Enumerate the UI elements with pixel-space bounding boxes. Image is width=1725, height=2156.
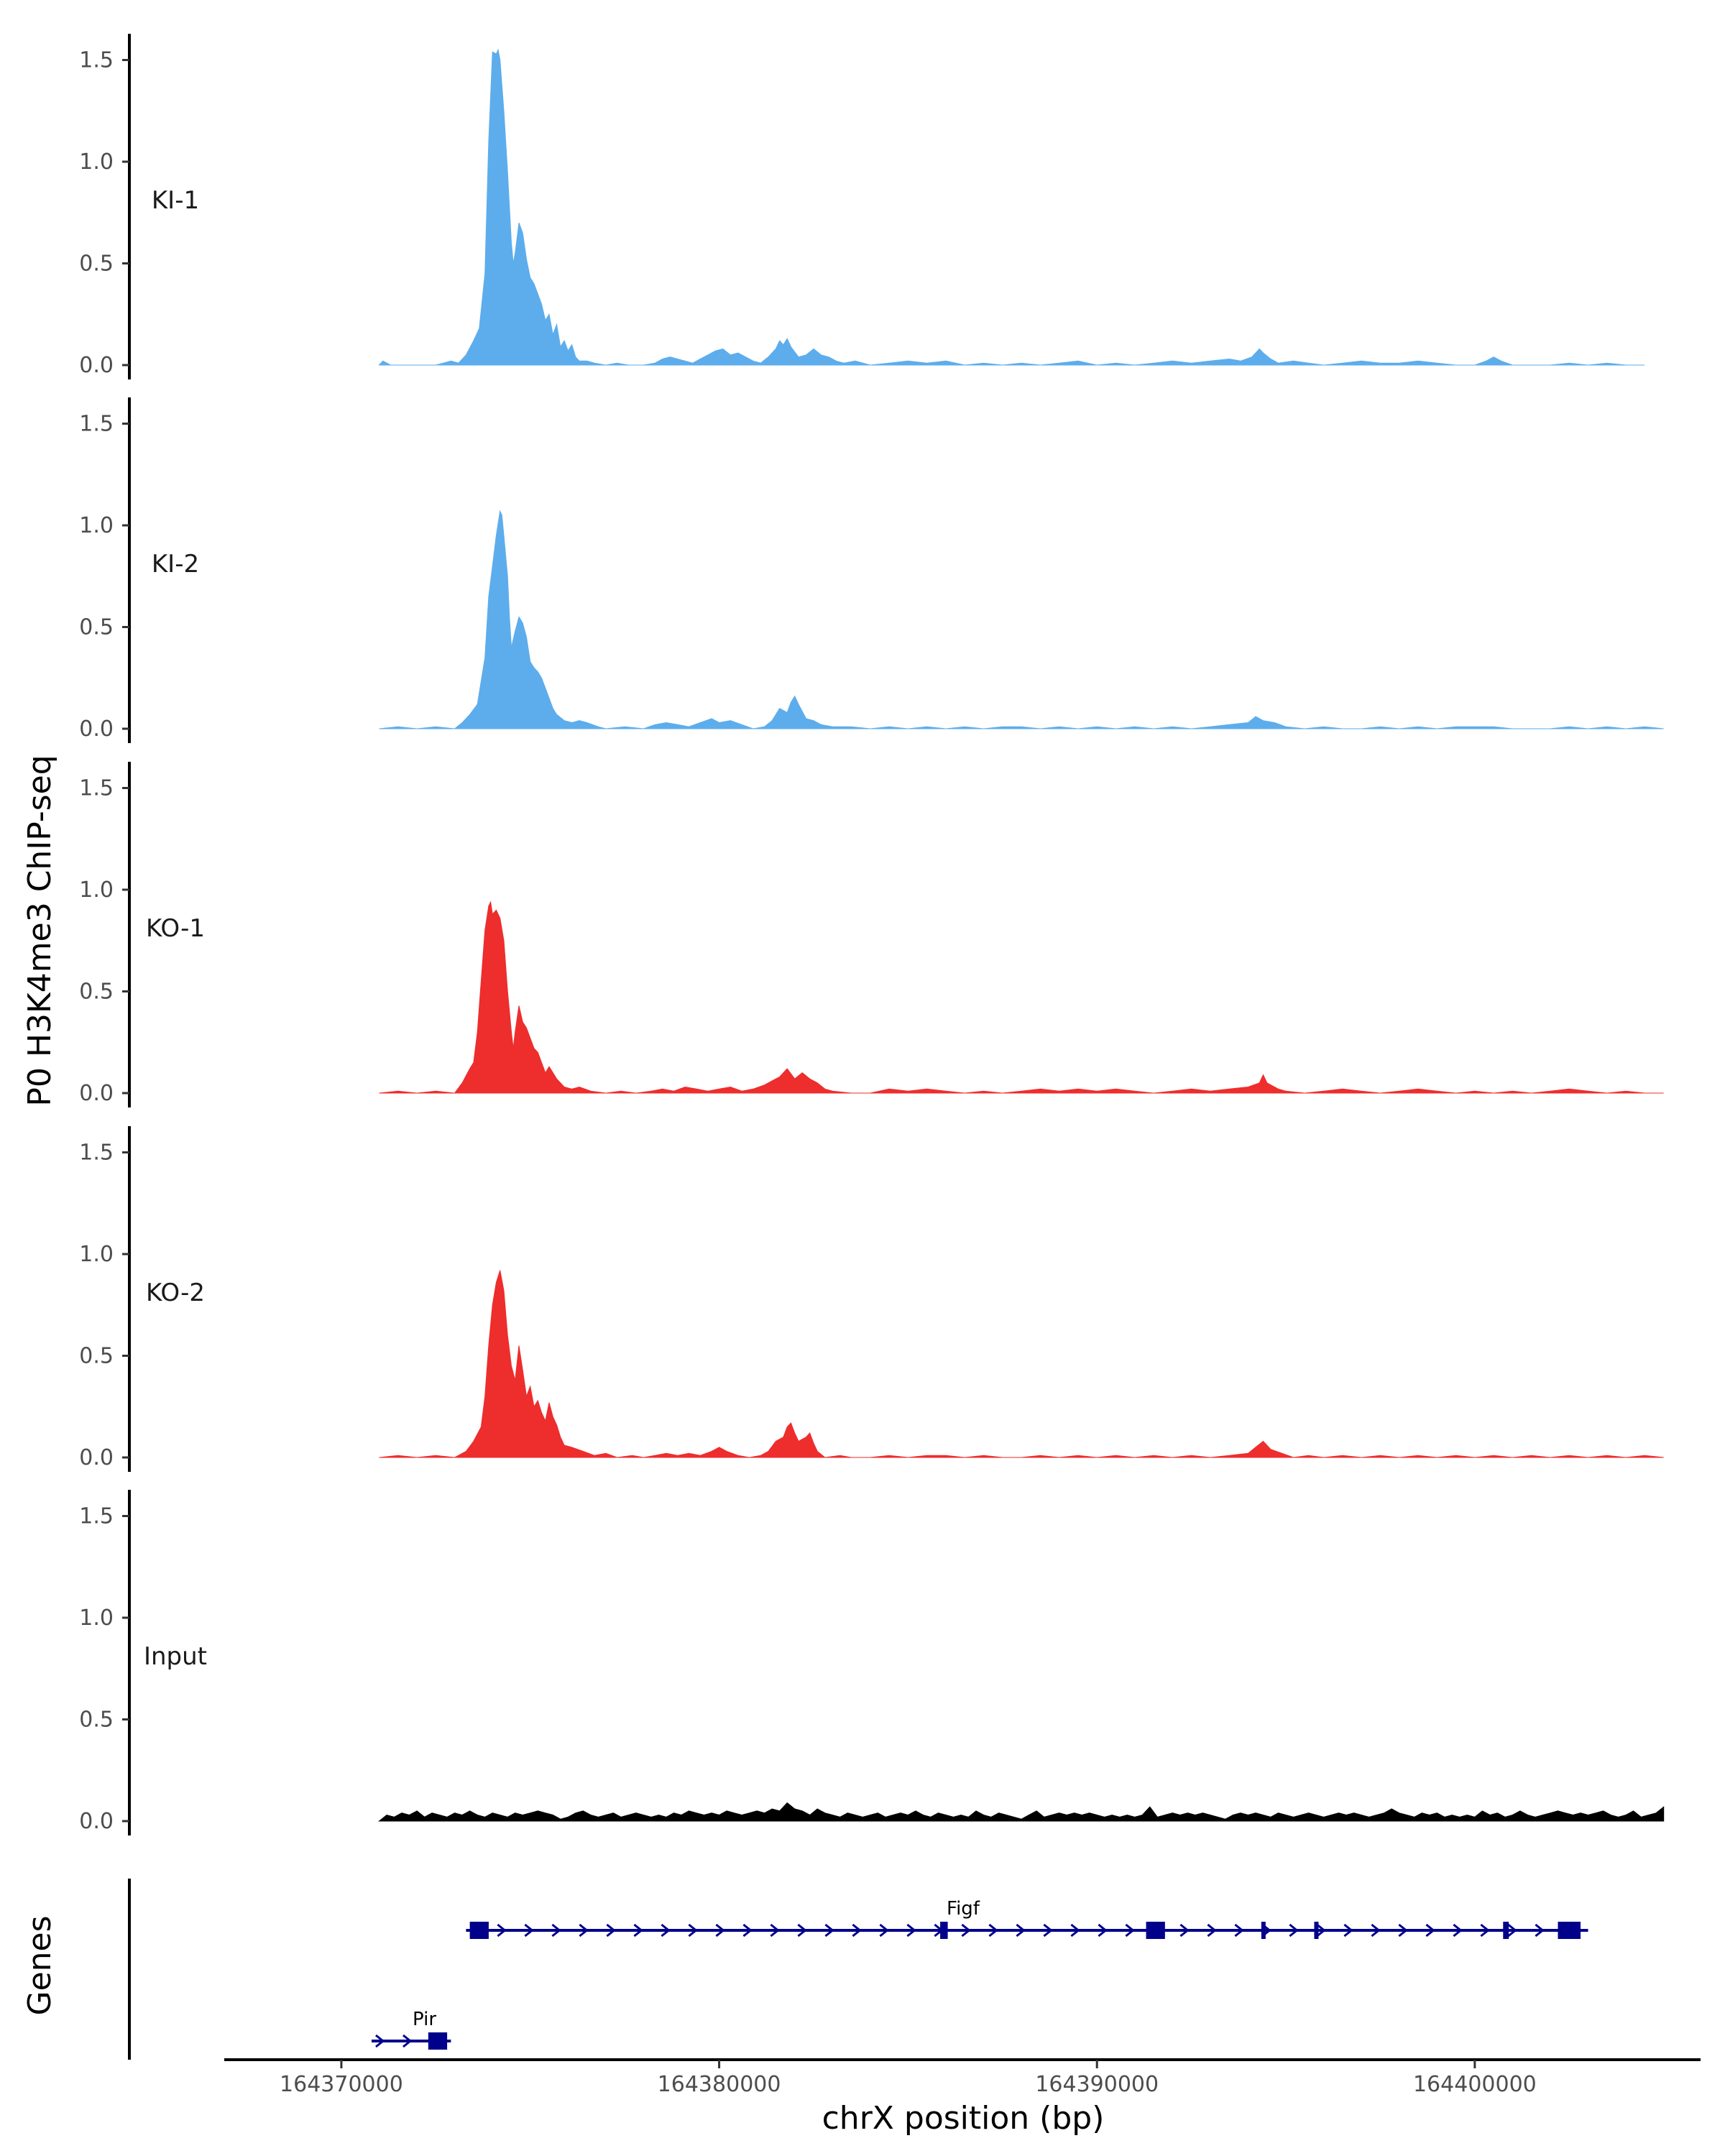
exon bbox=[1146, 1922, 1165, 1939]
y-tick-label: 0.0 bbox=[79, 353, 114, 378]
strand-arrow bbox=[1125, 1923, 1135, 1938]
strand-arrow bbox=[1043, 1923, 1053, 1938]
exon bbox=[1558, 1922, 1581, 1939]
exon bbox=[940, 1922, 948, 1939]
y-tick-label: 1.0 bbox=[79, 513, 114, 538]
y-tick-label: 0.0 bbox=[79, 1809, 114, 1834]
strand-arrow bbox=[1453, 1923, 1463, 1938]
exon bbox=[469, 1922, 489, 1939]
strand-arrow bbox=[1179, 1923, 1190, 1938]
gene-pir: Pir bbox=[371, 2009, 451, 2050]
y-tick-label: 0.5 bbox=[79, 252, 114, 277]
exon bbox=[1261, 1922, 1266, 1939]
x-tick-label: 164370000 bbox=[280, 2072, 403, 2097]
track-label: KO-1 bbox=[146, 914, 205, 943]
x-tick-label: 164400000 bbox=[1413, 2072, 1537, 2097]
strand-arrow bbox=[402, 2034, 413, 2048]
y-tick-label: 1.5 bbox=[79, 776, 114, 801]
strand-arrow bbox=[1289, 1923, 1299, 1938]
y-tick-label: 0.0 bbox=[79, 717, 114, 742]
strand-arrow bbox=[497, 1923, 507, 1938]
y-tick-label: 0.5 bbox=[79, 1344, 114, 1369]
signal-tracks: 0.0 0.5 1.0 1.5 KI-1 0.0 0.5 1.0 1.5 KI-2 0.0 0.5 1.… bbox=[79, 34, 1665, 1835]
strand-arrow bbox=[1070, 1923, 1080, 1938]
strand-arrow bbox=[524, 1923, 534, 1938]
y-axis-title: P0 H3K4me3 ChIP-seq bbox=[22, 755, 58, 1106]
y-tick-label: 0.0 bbox=[79, 1445, 114, 1470]
y-tick-label: 1.0 bbox=[79, 149, 114, 175]
track-input: 0.0 0.5 1.0 1.5 Input bbox=[79, 1490, 1665, 1835]
exon bbox=[1314, 1922, 1319, 1939]
strand-arrow bbox=[661, 1923, 671, 1938]
y-tick-label: 1.5 bbox=[79, 1141, 114, 1166]
y-tick-label: 0.0 bbox=[79, 1081, 114, 1106]
gene-label: Pir bbox=[413, 2009, 436, 2030]
x-tick-label: 164380000 bbox=[658, 2072, 781, 2097]
strand-arrow bbox=[1343, 1923, 1353, 1938]
strand-arrow bbox=[579, 1923, 589, 1938]
strand-arrow bbox=[715, 1923, 725, 1938]
strand-arrow bbox=[1535, 1923, 1545, 1938]
strand-arrow bbox=[852, 1923, 862, 1938]
signal-area bbox=[378, 48, 1645, 366]
exon bbox=[1503, 1922, 1509, 1939]
track-label: KI-2 bbox=[152, 550, 199, 579]
signal-area bbox=[378, 1802, 1665, 1822]
strand-arrow bbox=[1098, 1923, 1108, 1938]
gene-label: Figf bbox=[947, 1898, 980, 1920]
strand-arrow bbox=[1316, 1923, 1326, 1938]
genes-axis-title: Genes bbox=[22, 1915, 58, 2015]
y-tick-label: 1.5 bbox=[79, 48, 114, 73]
strand-arrow bbox=[1371, 1923, 1381, 1938]
strand-arrow bbox=[879, 1923, 889, 1938]
x-axis: 164370000 164380000 164390000 164400000 bbox=[224, 2058, 1701, 2097]
strand-arrow bbox=[633, 1923, 643, 1938]
signal-area bbox=[379, 900, 1664, 1094]
track-ko-2: 0.0 0.5 1.0 1.5 KO-2 bbox=[79, 1126, 1664, 1472]
y-tick-label: 1.0 bbox=[79, 1242, 114, 1267]
strand-arrow bbox=[770, 1923, 780, 1938]
strand-arrow bbox=[1016, 1923, 1026, 1938]
y-tick-label: 1.0 bbox=[79, 877, 114, 903]
track-label: KI-1 bbox=[152, 186, 199, 215]
strand-arrow bbox=[551, 1923, 561, 1938]
strand-arrow bbox=[688, 1923, 698, 1938]
y-tick-label: 1.0 bbox=[79, 1606, 114, 1631]
signal-area bbox=[379, 510, 1664, 729]
signal-area bbox=[379, 1270, 1664, 1458]
strand-arrow bbox=[375, 2034, 385, 2048]
genes-track: Figf Pir bbox=[128, 1879, 1588, 2060]
strand-arrow bbox=[906, 1923, 916, 1938]
x-axis-title: chrX position (bp) bbox=[822, 2100, 1105, 2137]
strand-arrow bbox=[1234, 1923, 1244, 1938]
strand-arrow bbox=[1398, 1923, 1408, 1938]
track-ko-1: 0.0 0.5 1.0 1.5 KO-1 bbox=[79, 762, 1664, 1107]
track-ki-1: 0.0 0.5 1.0 1.5 KI-1 bbox=[79, 34, 1645, 379]
y-tick-label: 0.5 bbox=[79, 1708, 114, 1733]
track-ki-2: 0.0 0.5 1.0 1.5 KI-2 bbox=[79, 397, 1664, 743]
strand-arrow bbox=[606, 1923, 616, 1938]
strand-arrow bbox=[797, 1923, 807, 1938]
exon bbox=[428, 2032, 448, 2050]
strand-arrow bbox=[742, 1923, 753, 1938]
y-tick-label: 0.5 bbox=[79, 980, 114, 1005]
track-label: KO-2 bbox=[146, 1279, 205, 1307]
x-tick-label: 164390000 bbox=[1035, 2072, 1159, 2097]
strand-arrow bbox=[1207, 1923, 1217, 1938]
strand-arrow bbox=[1425, 1923, 1435, 1938]
y-tick-label: 0.5 bbox=[79, 615, 114, 640]
gene-figf: Figf bbox=[466, 1898, 1588, 1939]
strand-arrow bbox=[1507, 1923, 1517, 1938]
track-label: Input bbox=[144, 1642, 207, 1671]
strand-arrow bbox=[961, 1923, 971, 1938]
y-tick-label: 1.5 bbox=[79, 412, 114, 437]
strand-arrow bbox=[824, 1923, 834, 1938]
strand-arrow bbox=[988, 1923, 998, 1938]
strand-arrow bbox=[1480, 1923, 1490, 1938]
y-tick-label: 1.5 bbox=[79, 1504, 114, 1529]
